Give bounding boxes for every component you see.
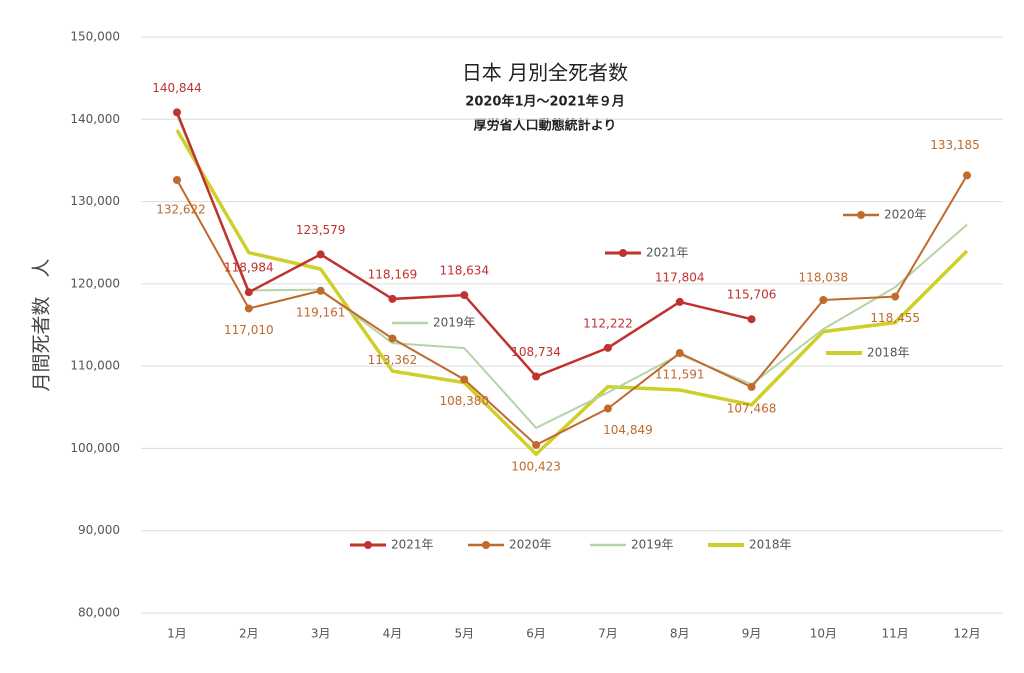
x-tick-label: 9月 <box>742 627 762 641</box>
point-marker <box>603 404 612 413</box>
legend-label: 2018年 <box>749 538 792 552</box>
data-label: 104,849 <box>603 423 653 437</box>
legend-label: 2019年 <box>631 538 674 552</box>
data-label: 111,591 <box>655 368 705 382</box>
data-label: 112,222 <box>583 316 633 330</box>
legend-marker <box>364 541 372 549</box>
series-line <box>175 129 969 457</box>
data-label: 133,185 <box>930 138 980 152</box>
x-tick-label: 3月 <box>311 627 331 641</box>
y-tick-label: 140,000 <box>70 112 120 126</box>
y-tick-label: 150,000 <box>70 30 120 44</box>
y-tick-label: 130,000 <box>70 194 120 208</box>
inline-legend-marker <box>857 211 865 219</box>
y-axis-label: 月間死者数 人 <box>31 258 53 391</box>
x-tick-label: 12月 <box>953 627 980 641</box>
chart-subtitle: 2020年1月～2021年９月 <box>465 94 624 110</box>
data-label: 118,038 <box>799 271 849 285</box>
y-tick-label: 90,000 <box>78 523 120 537</box>
x-tick-label: 4月 <box>383 627 403 641</box>
point-marker <box>173 175 181 184</box>
point-marker <box>532 372 541 381</box>
x-tick-label: 8月 <box>670 627 690 641</box>
y-tick-label: 100,000 <box>70 441 120 455</box>
point-marker <box>460 291 469 300</box>
legend-marker <box>482 541 490 549</box>
data-label: 123,579 <box>296 223 346 237</box>
series-line <box>176 174 968 447</box>
data-label: 115,706 <box>727 288 777 302</box>
data-label: 113,362 <box>368 353 418 367</box>
legend-label: 2020年 <box>509 538 552 552</box>
point-marker <box>603 343 612 352</box>
point-marker <box>963 171 971 180</box>
data-label: 100,423 <box>511 459 561 473</box>
x-tick-label: 6月 <box>526 627 546 641</box>
point-marker <box>388 294 397 303</box>
data-label: 117,010 <box>224 323 274 337</box>
data-label: 108,380 <box>439 394 489 408</box>
series-line <box>176 114 968 430</box>
x-tick-label: 11月 <box>882 627 909 641</box>
point-marker <box>460 375 469 384</box>
chart-title: 日本 月別全死者数 <box>462 61 628 85</box>
data-label: 119,161 <box>296 305 346 319</box>
point-marker <box>388 334 397 343</box>
x-tick-label: 2月 <box>239 627 259 641</box>
data-label: 132,622 <box>156 202 206 216</box>
point-marker <box>316 250 325 259</box>
point-marker <box>244 304 253 313</box>
point-marker <box>532 440 541 449</box>
inline-legend-label: 2019年 <box>433 316 476 330</box>
chart-source: 厚労省人口動態統計より <box>474 118 617 134</box>
point-marker <box>675 297 684 306</box>
x-tick-label: 1月 <box>167 627 187 641</box>
y-tick-label: 110,000 <box>70 359 120 373</box>
y-tick-label: 80,000 <box>78 606 120 620</box>
point-marker <box>173 108 181 117</box>
inline-legend-label: 2018年 <box>867 346 910 360</box>
data-label: 118,634 <box>439 264 489 278</box>
y-tick-label: 120,000 <box>70 276 120 290</box>
x-tick-label: 5月 <box>454 627 474 641</box>
data-label: 118,455 <box>870 311 920 325</box>
legend-label: 2021年 <box>391 538 434 552</box>
data-label: 118,169 <box>368 267 418 281</box>
point-marker <box>747 382 756 391</box>
data-label: 117,804 <box>655 270 705 284</box>
data-label: 118,984 <box>224 261 274 275</box>
data-label: 107,468 <box>727 401 777 415</box>
point-marker <box>891 292 900 301</box>
point-marker <box>316 286 325 295</box>
inline-legend-label: 2021年 <box>646 246 689 260</box>
x-tick-label: 10月 <box>810 627 837 641</box>
point-marker <box>675 349 684 358</box>
data-label: 108,734 <box>511 345 561 359</box>
data-label: 140,844 <box>152 81 202 95</box>
x-tick-label: 7月 <box>598 627 618 641</box>
point-marker <box>747 315 756 324</box>
inline-legend-marker <box>619 249 627 257</box>
point-marker <box>244 288 253 297</box>
point-marker <box>819 296 828 305</box>
inline-legend-label: 2020年 <box>884 208 927 222</box>
